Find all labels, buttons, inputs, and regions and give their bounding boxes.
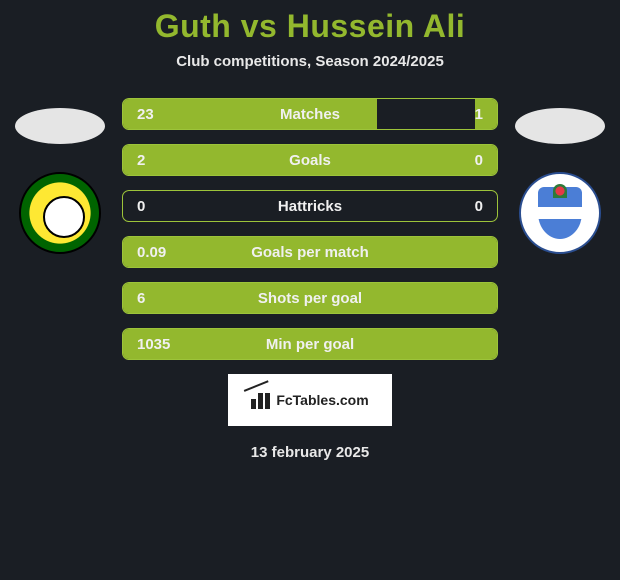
stat-label: Hattricks [123, 198, 497, 215]
content-row: 23Matches12Goals00Hattricks00.09Goals pe… [10, 98, 610, 360]
stats-column: 23Matches12Goals00Hattricks00.09Goals pe… [122, 98, 498, 360]
stat-value-right: 1 [475, 106, 483, 123]
brand-box: FcTables.com [228, 374, 392, 426]
stat-bar: 1035Min per goal [122, 328, 498, 360]
fctables-logo-icon [251, 391, 273, 409]
stat-label: Min per goal [123, 336, 497, 353]
club-badge-left [19, 172, 101, 254]
player-right-avatar [515, 108, 605, 144]
stat-label: Shots per goal [123, 290, 497, 307]
club-badge-right [519, 172, 601, 254]
player-left-column [10, 98, 110, 254]
stat-bar: 0Hattricks0 [122, 190, 498, 222]
stat-label: Goals [123, 152, 497, 169]
stat-bar: 0.09Goals per match [122, 236, 498, 268]
player-right-column [510, 98, 610, 254]
infographic-root: Guth vs Hussein Ali Club competitions, S… [0, 0, 620, 469]
stat-bar: 23Matches1 [122, 98, 498, 130]
stat-label: Matches [123, 106, 497, 123]
date-text: 13 february 2025 [10, 444, 610, 461]
player-left-avatar [15, 108, 105, 144]
stat-value-right: 0 [475, 152, 483, 169]
subtitle: Club competitions, Season 2024/2025 [10, 53, 610, 70]
stat-bar: 6Shots per goal [122, 282, 498, 314]
stat-value-right: 0 [475, 198, 483, 215]
stat-label: Goals per match [123, 244, 497, 261]
page-title: Guth vs Hussein Ali [10, 8, 610, 45]
heerenveen-shield-icon [538, 187, 582, 239]
brand-text: FcTables.com [276, 392, 368, 408]
stat-bar: 2Goals0 [122, 144, 498, 176]
